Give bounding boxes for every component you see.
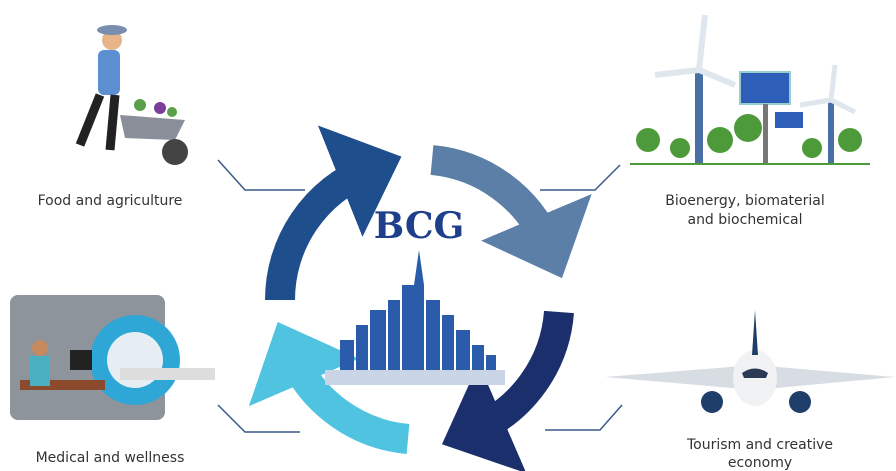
label-line: Food and agriculture xyxy=(38,193,183,209)
connector xyxy=(218,405,300,432)
label-line: Bioenergy, biomaterial xyxy=(665,193,825,209)
label-line: Medical and wellness xyxy=(36,450,185,466)
connector xyxy=(218,160,305,190)
medical-icon xyxy=(10,295,215,420)
energy-icon xyxy=(630,15,870,165)
label: Tourism and creative economy xyxy=(686,437,833,471)
farmer-icon xyxy=(80,25,188,165)
center-title: BCG xyxy=(374,205,465,247)
label-line: economy xyxy=(728,455,792,471)
label: Bioenergy, biomaterial and biochemical xyxy=(665,193,825,228)
connector xyxy=(540,165,620,190)
connector xyxy=(545,405,622,430)
label-line: and biochemical xyxy=(687,212,802,228)
label-line: Tourism and creative xyxy=(686,437,833,453)
diagram: BCG xyxy=(0,0,896,471)
label: Food and agriculture xyxy=(38,193,183,209)
label: Medical and wellness xyxy=(36,450,185,466)
airplane-icon xyxy=(605,310,895,413)
city-skyline xyxy=(325,250,505,385)
